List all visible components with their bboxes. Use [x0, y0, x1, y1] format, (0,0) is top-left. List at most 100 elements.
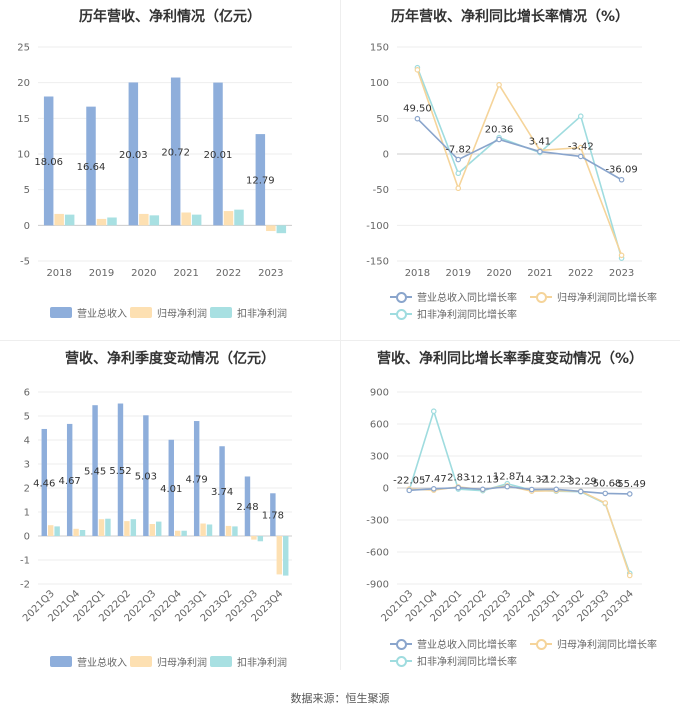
y-tick-label: 6 — [24, 388, 30, 399]
x-tick-label: 2022 — [568, 268, 593, 279]
quarterly-growth-panel: 营收、净利同比增长率季度变动情况（%） -900 -600 -300 0 300 600 9… — [340, 340, 680, 680]
y-tick-label: -150 — [366, 257, 389, 268]
bar — [86, 106, 96, 226]
legend-item[interactable]: 营业总收入同比增长率 — [390, 636, 517, 651]
legend-swatch — [130, 656, 152, 667]
data-label: 4.46 — [33, 478, 55, 489]
data-label: 20.72 — [161, 147, 190, 158]
data-label: -50.68 — [589, 478, 621, 489]
bar — [276, 225, 287, 234]
legend-item[interactable]: 归母净利润同比增长率 — [530, 636, 657, 651]
bar — [193, 421, 200, 536]
x-tick-label: 2021 — [527, 268, 552, 279]
annual-revenue-profit-title: 历年营收、净利情况（亿元） — [79, 9, 261, 25]
y-tick-label: -5 — [20, 257, 30, 268]
legend-item[interactable]: 扣非净利润 — [210, 305, 287, 320]
bar — [128, 82, 139, 226]
bar — [149, 215, 160, 226]
bar — [117, 403, 124, 536]
legend-label: 营业总收入 — [77, 309, 127, 320]
bar — [257, 536, 264, 542]
legend-item[interactable]: 扣非净利润同比增长率 — [390, 306, 517, 321]
legend-label: 扣非净利润 — [237, 309, 287, 320]
bar — [105, 518, 111, 536]
legend-swatch — [130, 307, 152, 318]
data-point — [577, 488, 584, 495]
legend-item[interactable]: 归母净利润 — [130, 305, 207, 320]
x-tick-label: 2023 — [609, 268, 634, 279]
legend-swatch — [530, 638, 552, 650]
data-source-note: 数据来源：恒生聚源 — [290, 692, 390, 705]
legend-item[interactable]: 归母净利润同比增长率 — [530, 289, 657, 304]
y-tick-label: 100 — [370, 78, 389, 89]
data-label: -7.47 — [421, 474, 447, 485]
data-label: -55.49 — [614, 479, 646, 490]
bar — [223, 211, 234, 226]
quarterly-revenue-profit-chart: -2-101234562021Q32021Q42022Q12022Q22022Q… — [20, 388, 292, 624]
annual-growth-chart: -150 -100 -50 0 50 100 150 2018 2019 2020 2021 2022… — [366, 43, 642, 279]
legend-item[interactable]: 营业总收入 — [50, 305, 127, 320]
annual-growth-title: 历年营收、净利同比增长率情况（%） — [390, 9, 630, 25]
data-label: 5.45 — [84, 467, 106, 478]
y-tick-label: 5 — [24, 412, 30, 423]
legend-item[interactable]: 营业总收入 — [50, 654, 127, 669]
data-point — [553, 486, 560, 493]
data-point — [496, 136, 502, 143]
horizontal-divider — [0, 340, 680, 341]
bar — [54, 213, 64, 226]
data-point — [496, 82, 502, 88]
quarterly-growth-title: 营收、净利同比增长率季度变动情况（%） — [376, 351, 644, 367]
legend-swatch — [210, 656, 232, 667]
x-tick-label: 2018 — [405, 268, 430, 279]
legend-label: 扣非净利润同比增长率 — [417, 657, 517, 668]
legend-item[interactable]: 归母净利润 — [130, 654, 207, 669]
legend-item[interactable]: 营业总收入同比增长率 — [390, 289, 517, 304]
data-point — [528, 486, 535, 493]
bar — [156, 521, 162, 536]
y-tick-label: 25 — [17, 43, 30, 54]
data-label: 12.79 — [246, 176, 275, 187]
y-tick-label: 3 — [24, 460, 30, 471]
data-label: 49.50 — [403, 104, 432, 115]
bar — [107, 217, 117, 226]
legend-item[interactable]: 扣非净利润 — [210, 654, 287, 669]
bar — [283, 536, 289, 576]
y-tick-label: 4 — [24, 436, 30, 447]
data-label: 20.03 — [119, 150, 148, 161]
data-point — [602, 500, 609, 506]
data-label: 20.01 — [204, 150, 233, 161]
legend-label: 扣非净利润 — [237, 658, 287, 669]
y-tick-label: 50 — [376, 114, 389, 125]
data-point — [455, 484, 462, 491]
x-tick-label: 2023 — [258, 268, 283, 279]
data-label: -7.82 — [445, 145, 471, 156]
annual-growth-legend: 营业总收入同比增长率 归母净利润同比增长率 扣非净利润同比增长率 — [340, 285, 680, 325]
quarterly-revenue-profit-panel: 营收、净利季度变动情况（亿元） -2 -1 0 1 2 3 4 5 6 2021Q3 2021Q4 2… — [0, 340, 340, 680]
legend-swatch — [390, 655, 412, 667]
series-line — [409, 485, 630, 495]
y-tick-label: 600 — [370, 420, 389, 431]
data-label: 2.48 — [236, 502, 258, 513]
legend-label: 营业总收入同比增长率 — [417, 293, 517, 304]
bar — [96, 218, 107, 226]
data-label: -3.42 — [568, 141, 594, 152]
bar — [79, 530, 86, 536]
bar — [149, 524, 156, 536]
bar — [98, 519, 105, 536]
y-tick-label: 300 — [370, 452, 389, 463]
y-tick-label: -1 — [20, 556, 30, 567]
x-tick-label: 2018 — [46, 268, 71, 279]
bar — [206, 524, 213, 536]
annual-revenue-profit-panel: 历年营收、净利情况（亿元） -5 0 5 10 15 20 25 2018 2019 2020 20… — [0, 0, 340, 340]
legend-item[interactable]: 扣非净利润同比增长率 — [390, 653, 517, 668]
legend-label: 归母净利润 — [157, 309, 207, 320]
bar — [225, 525, 232, 536]
legend-swatch — [390, 308, 412, 320]
legend-swatch — [390, 638, 412, 650]
bar — [64, 214, 75, 226]
data-point — [618, 252, 625, 259]
y-tick-label: 10 — [17, 150, 30, 161]
bar — [73, 528, 79, 536]
data-label: 18.06 — [34, 157, 63, 168]
y-tick-label: -300 — [366, 516, 389, 527]
